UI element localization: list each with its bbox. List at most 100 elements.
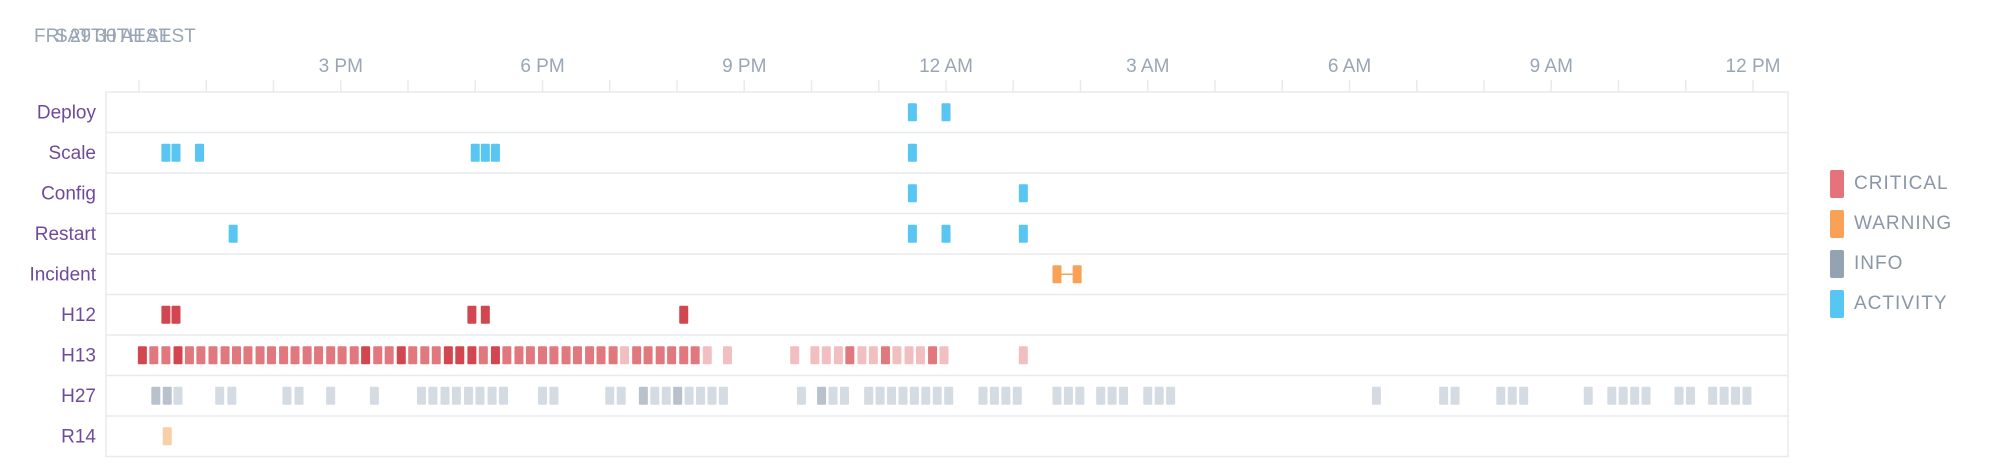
event-marker-h13 [690, 346, 700, 365]
event-marker-deploy [907, 103, 917, 122]
tick-label: 9 AM [1530, 56, 1573, 77]
event-marker-scale [195, 143, 205, 162]
event-marker-h13 [149, 346, 159, 365]
event-marker-h27 [616, 386, 626, 405]
row-labels: Deploy Scale Config Restart Incident H12 H13 H2… [29, 102, 96, 447]
event-marker-h13 [373, 346, 383, 365]
event-marker-h13 [561, 346, 571, 365]
event-marker-h27 [909, 386, 919, 405]
legend-label: WARNING [1854, 213, 1953, 234]
tick-label: 9 PM [722, 56, 766, 77]
legend-label: ACTIVITY [1854, 293, 1948, 314]
event-marker-h13 [655, 346, 665, 365]
event-marker-h13 [857, 346, 867, 365]
event-marker-h27 [538, 386, 547, 405]
event-marker-h27 [1154, 386, 1164, 405]
event-marker-h13 [420, 346, 430, 365]
event-marker-config [1018, 184, 1028, 203]
event-marker-h27 [684, 386, 694, 405]
event-marker-h27 [369, 386, 379, 405]
event-marker-h27 [875, 386, 885, 405]
event-marker-h27 [1439, 386, 1449, 405]
tick-label: 3 AM [1126, 56, 1169, 77]
event-marker-h13 [184, 346, 194, 365]
legend-item-info[interactable]: INFO [1830, 244, 1952, 284]
event-marker-h13 [868, 346, 878, 365]
event-marker-h27 [1618, 386, 1628, 405]
event-marker-h13 [572, 346, 582, 365]
date-label: SAT 30TH AEST [55, 26, 196, 47]
event-marker-h27 [428, 386, 438, 405]
event-marker-h13 [643, 346, 653, 365]
legend-swatch-warning [1830, 210, 1844, 238]
event-marker-h13 [220, 346, 230, 365]
event-marker-h27 [1519, 386, 1529, 405]
event-marker-h27 [464, 386, 474, 405]
event-marker-h13 [1018, 346, 1028, 365]
event-marker-h27 [1063, 386, 1073, 405]
event-marker-h13 [302, 346, 312, 365]
event-marker-h27 [1641, 386, 1651, 405]
event-marker-h27 [1507, 386, 1517, 405]
date-label: FRI 29TH AEST [34, 26, 171, 47]
tick-label: 12 AM [919, 56, 973, 77]
event-marker-h27 [227, 386, 237, 405]
event-marker-h13 [702, 346, 712, 365]
legend-item-warning[interactable]: WARNING [1830, 204, 1952, 244]
event-marker-incident [1052, 265, 1062, 284]
event-marker-h13 [196, 346, 206, 365]
event-marker-h27 [1450, 386, 1460, 405]
event-marker-scale [490, 143, 500, 162]
legend-label: INFO [1854, 253, 1904, 274]
event-marker-h13 [384, 346, 394, 365]
row-label: Deploy [37, 102, 97, 123]
event-marker-h27 [1119, 386, 1129, 405]
event-marker-h27 [817, 386, 827, 405]
event-marker-h13 [455, 346, 465, 365]
event-marker-h27 [498, 386, 508, 405]
event-marker-h13 [173, 346, 183, 365]
event-marker-h13 [337, 346, 347, 365]
event-marker-h13 [833, 346, 843, 365]
event-marker-h27 [1630, 386, 1640, 405]
event-marker-h27 [1708, 386, 1718, 405]
event-marker-h13 [722, 346, 732, 365]
legend-label: CRITICAL [1854, 173, 1949, 194]
event-marker-h27 [1166, 386, 1176, 405]
event-marker-h27 [451, 386, 461, 405]
legend-item-critical[interactable]: CRITICAL [1830, 164, 1952, 204]
event-marker-h27 [898, 386, 908, 405]
event-marker-h13 [608, 346, 618, 365]
event-marker-h13 [596, 346, 606, 365]
event-marker-h27 [650, 386, 660, 405]
event-marker-h27 [828, 386, 838, 405]
event-marker-h27 [661, 386, 671, 405]
event-marker-h27 [638, 386, 648, 405]
row-label: Scale [48, 143, 96, 164]
event-marker-scale [171, 143, 181, 162]
event-marker-h13 [939, 346, 949, 365]
event-marker-h13 [502, 346, 512, 365]
event-marker-h27 [173, 386, 183, 405]
event-marker-h13 [279, 346, 289, 365]
event-marker-h13 [585, 346, 595, 365]
event-marker-h13 [349, 346, 359, 365]
legend-item-activity[interactable]: ACTIVITY [1830, 284, 1952, 324]
event-marker-h13 [290, 346, 300, 365]
event-marker-h13 [467, 346, 477, 365]
event-marker-h13 [443, 346, 453, 365]
event-marker-h27 [1731, 386, 1741, 405]
tick-label: 6 AM [1328, 56, 1371, 77]
event-marker-h27 [440, 386, 450, 405]
event-marker-h27 [1607, 386, 1617, 405]
event-marker-h13 [266, 346, 276, 365]
event-marker-h27 [978, 386, 988, 405]
event-marker-restart [907, 224, 917, 243]
event-marker-h13 [514, 346, 524, 365]
event-marker-h27 [549, 386, 559, 405]
legend-swatch-info [1830, 250, 1844, 278]
event-marker-h27 [151, 386, 161, 405]
event-marker-h13 [904, 346, 914, 365]
event-marker-scale [161, 143, 171, 162]
